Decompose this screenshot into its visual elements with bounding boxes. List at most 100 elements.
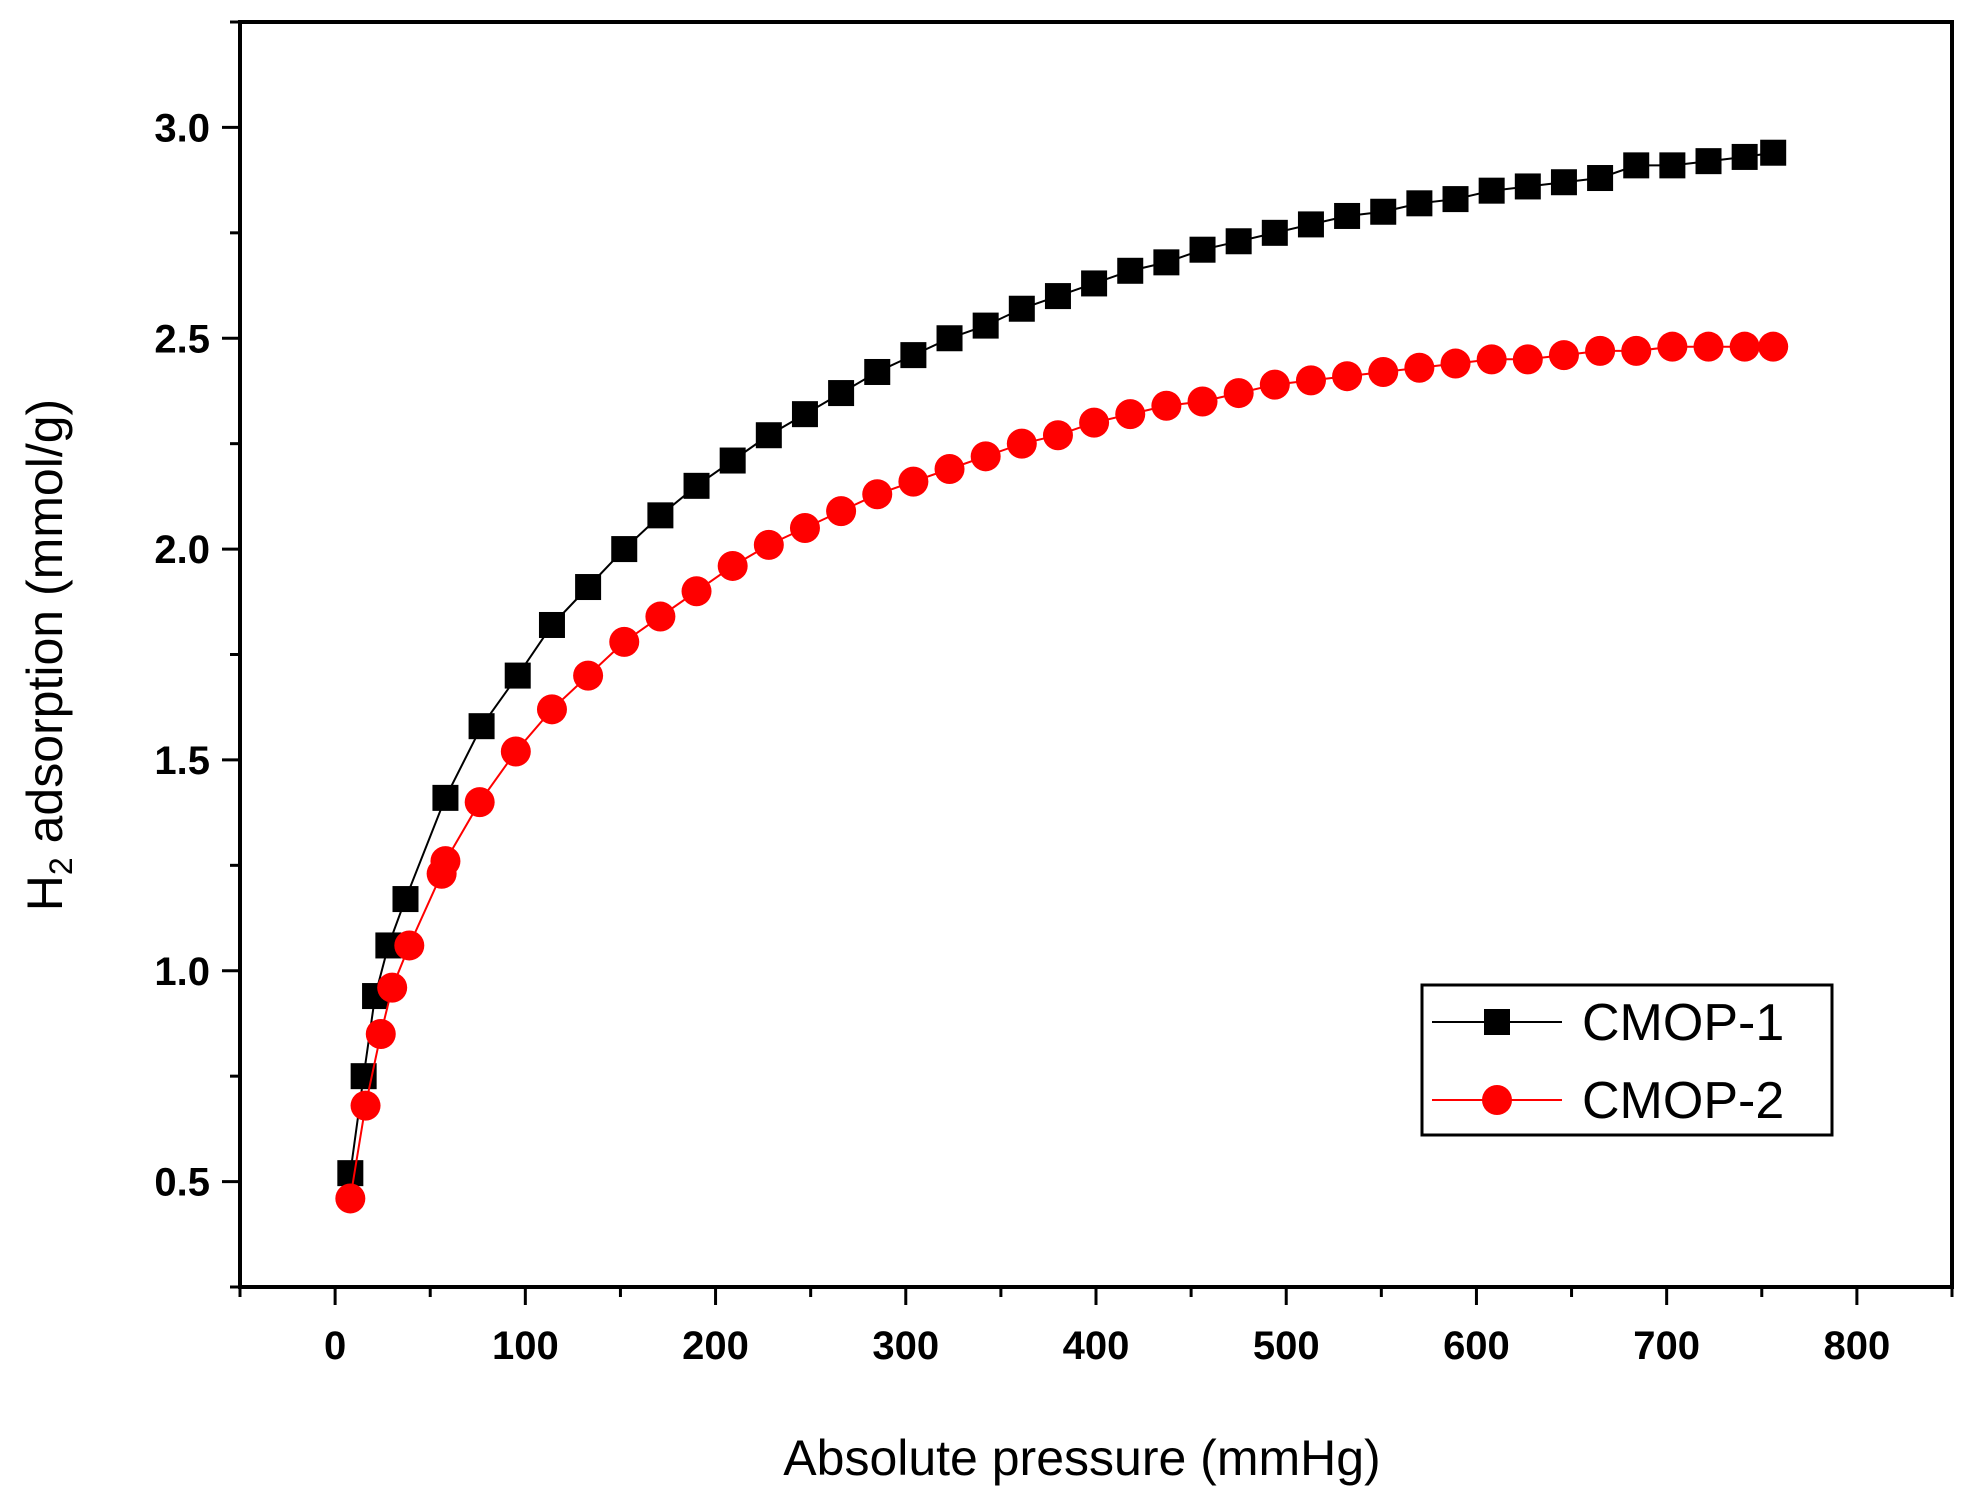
x-tick-label: 700 [1633, 1324, 1700, 1368]
y-tick-label: 1.5 [154, 739, 210, 783]
x-tick-label: 300 [872, 1324, 939, 1368]
legend-marker-cmop-1 [1484, 1009, 1510, 1035]
point-cmop-2 [1729, 331, 1760, 362]
point-cmop-2 [1476, 344, 1507, 375]
point-cmop-2 [1404, 352, 1435, 383]
point-cmop-2 [1693, 331, 1724, 362]
point-cmop-2 [970, 441, 1001, 472]
point-cmop-1 [900, 342, 927, 369]
x-tick-label: 200 [682, 1324, 749, 1368]
point-cmop-1 [504, 662, 531, 689]
point-cmop-2 [645, 601, 676, 632]
point-cmop-1 [972, 312, 999, 339]
point-cmop-1 [683, 472, 710, 499]
point-cmop-1 [1370, 198, 1397, 225]
point-cmop-2 [1006, 428, 1037, 459]
point-cmop-1 [1587, 165, 1614, 192]
point-cmop-1 [1731, 143, 1758, 170]
point-cmop-1 [1478, 177, 1505, 204]
point-cmop-1 [1514, 173, 1541, 200]
point-cmop-1 [392, 886, 419, 913]
legend-label-cmop-2: CMOP-2 [1582, 1072, 1784, 1130]
point-cmop-2 [1079, 407, 1110, 438]
point-cmop-2 [430, 846, 461, 877]
point-cmop-2 [862, 479, 893, 510]
point-cmop-2 [1621, 335, 1652, 366]
point-cmop-2 [573, 660, 604, 691]
point-cmop-2 [717, 550, 748, 581]
point-cmop-1 [1044, 283, 1071, 310]
point-cmop-1 [936, 325, 963, 352]
point-cmop-1 [432, 784, 459, 811]
point-cmop-1 [791, 401, 818, 428]
point-cmop-2 [1512, 344, 1543, 375]
y-tick-label: 0.5 [154, 1161, 210, 1205]
point-cmop-1 [1189, 236, 1216, 263]
point-cmop-1 [468, 713, 495, 740]
point-cmop-2 [1151, 390, 1182, 421]
y-axis-title-subscript: 2 [43, 857, 79, 875]
point-cmop-2 [1259, 369, 1290, 400]
point-cmop-1 [1008, 295, 1035, 322]
x-tick-label: 500 [1253, 1324, 1320, 1368]
x-tick-label: 800 [1824, 1324, 1891, 1368]
point-cmop-2 [753, 529, 784, 560]
point-cmop-2 [1585, 335, 1616, 366]
point-cmop-2 [1332, 361, 1363, 392]
y-axis-title-rest: adsorption (mmol/g) [17, 399, 73, 858]
legend: CMOP-1 CMOP-2 [1420, 983, 1834, 1137]
x-tick-label: 400 [1063, 1324, 1130, 1368]
point-cmop-2 [335, 1183, 366, 1214]
point-cmop-1 [1760, 139, 1787, 166]
point-cmop-1 [647, 502, 674, 529]
point-cmop-2 [350, 1090, 381, 1121]
point-cmop-2 [536, 694, 567, 725]
point-cmop-1 [611, 536, 638, 563]
y-tick-label: 2.0 [154, 528, 210, 572]
point-cmop-1 [719, 447, 746, 474]
point-cmop-1 [1261, 219, 1288, 246]
point-cmop-1 [1297, 211, 1324, 238]
point-cmop-1 [828, 380, 855, 407]
point-cmop-2 [1295, 365, 1326, 396]
point-cmop-1 [1659, 152, 1686, 179]
point-cmop-1 [1695, 148, 1722, 175]
point-cmop-1 [337, 1160, 364, 1187]
point-cmop-2 [898, 466, 929, 497]
point-cmop-2 [394, 930, 425, 961]
point-cmop-2 [609, 626, 640, 657]
point-cmop-2 [826, 496, 857, 527]
point-cmop-2 [1042, 420, 1073, 451]
point-cmop-1 [1081, 270, 1108, 297]
y-tick-label: 1.0 [154, 950, 210, 994]
point-cmop-1 [1442, 186, 1469, 213]
point-cmop-2 [789, 513, 820, 543]
y-tick-label: 3.0 [154, 106, 210, 150]
point-cmop-1 [755, 422, 782, 449]
point-cmop-1 [1406, 190, 1433, 217]
point-cmop-1 [1225, 228, 1252, 255]
point-cmop-2 [681, 576, 712, 607]
point-cmop-1 [575, 574, 602, 601]
axes: 0 100 200 300 400 500 600 700 800 0.5 1.0 1.5 2.0 2.5… [154, 20, 1954, 1368]
point-cmop-2 [1440, 348, 1471, 379]
legend-marker-cmop-2 [1482, 1085, 1512, 1115]
point-cmop-2 [1758, 331, 1789, 362]
series-layer [335, 139, 1789, 1214]
point-cmop-1 [1117, 257, 1144, 284]
point-cmop-2 [365, 1019, 396, 1049]
x-axis-title: Absolute pressure (mmHg) [783, 1430, 1380, 1486]
point-cmop-1 [1550, 169, 1577, 196]
x-tick-label: 600 [1443, 1324, 1510, 1368]
point-cmop-1 [1153, 249, 1180, 276]
point-cmop-2 [464, 787, 495, 818]
y-tick-label: 2.5 [154, 317, 210, 361]
point-cmop-2 [1548, 340, 1579, 371]
x-tick-label: 0 [324, 1324, 346, 1368]
point-cmop-2 [1187, 386, 1218, 417]
point-cmop-2 [1115, 399, 1146, 430]
point-cmop-2 [500, 736, 531, 767]
point-cmop-2 [1657, 331, 1688, 362]
point-cmop-1 [538, 611, 565, 638]
